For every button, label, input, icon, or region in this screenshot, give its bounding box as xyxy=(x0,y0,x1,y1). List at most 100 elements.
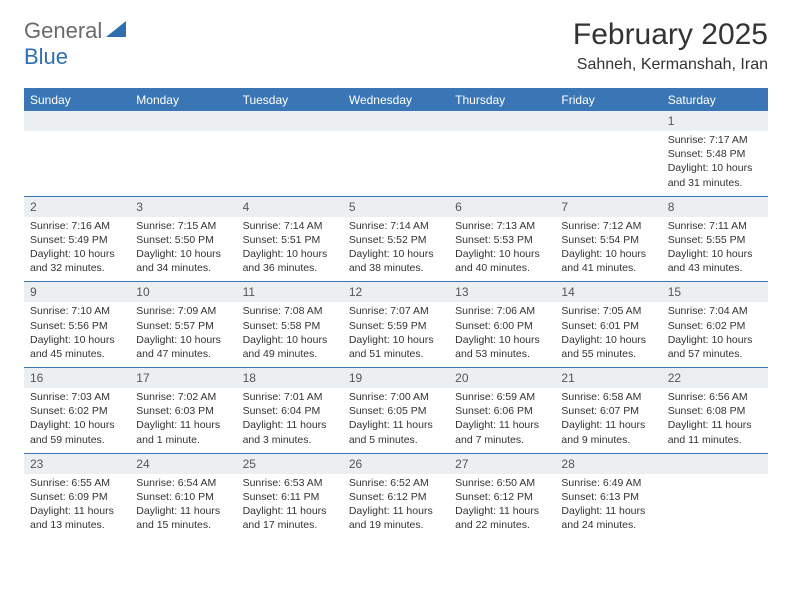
sunset-text: Sunset: 5:56 PM xyxy=(30,319,124,333)
day-cell: Sunrise: 6:59 AMSunset: 6:06 PMDaylight:… xyxy=(449,388,555,453)
day-number: 26 xyxy=(343,454,449,474)
sunrise-text: Sunrise: 7:15 AM xyxy=(136,219,230,233)
location: Sahneh, Kermanshah, Iran xyxy=(573,56,768,74)
day-number: 9 xyxy=(24,282,130,302)
sunset-text: Sunset: 5:57 PM xyxy=(136,319,230,333)
day-number: 8 xyxy=(662,197,768,217)
day-cell: Sunrise: 7:01 AMSunset: 6:04 PMDaylight:… xyxy=(237,388,343,453)
day-cell: Sunrise: 7:09 AMSunset: 5:57 PMDaylight:… xyxy=(130,302,236,367)
day-content-row: Sunrise: 7:16 AMSunset: 5:49 PMDaylight:… xyxy=(24,217,768,282)
weekday-row: Sunday Monday Tuesday Wednesday Thursday… xyxy=(24,89,768,111)
sunrise-text: Sunrise: 7:03 AM xyxy=(30,390,124,404)
sunset-text: Sunset: 6:12 PM xyxy=(455,490,549,504)
sunrise-text: Sunrise: 6:59 AM xyxy=(455,390,549,404)
sunset-text: Sunset: 6:04 PM xyxy=(243,404,337,418)
day-number: 12 xyxy=(343,282,449,302)
daylight-text: Daylight: 11 hours and 15 minutes. xyxy=(136,504,230,532)
day-number: 2 xyxy=(24,197,130,217)
day-cell: Sunrise: 7:10 AMSunset: 5:56 PMDaylight:… xyxy=(24,302,130,367)
day-number: 20 xyxy=(449,368,555,388)
sunrise-text: Sunrise: 7:06 AM xyxy=(455,304,549,318)
sunset-text: Sunset: 6:02 PM xyxy=(30,404,124,418)
sunset-text: Sunset: 5:55 PM xyxy=(668,233,762,247)
daylight-text: Daylight: 11 hours and 17 minutes. xyxy=(243,504,337,532)
sunrise-text: Sunrise: 6:54 AM xyxy=(136,476,230,490)
month-title: February 2025 xyxy=(573,18,768,52)
day-cell: Sunrise: 7:15 AMSunset: 5:50 PMDaylight:… xyxy=(130,217,236,282)
day-cell: Sunrise: 6:54 AMSunset: 6:10 PMDaylight:… xyxy=(130,474,236,539)
weekday-friday: Friday xyxy=(555,89,661,111)
day-cell: Sunrise: 6:52 AMSunset: 6:12 PMDaylight:… xyxy=(343,474,449,539)
sunset-text: Sunset: 5:51 PM xyxy=(243,233,337,247)
day-cell xyxy=(449,131,555,196)
sunrise-text: Sunrise: 7:17 AM xyxy=(668,133,762,147)
day-number-row: 2345678 xyxy=(24,196,768,217)
day-number xyxy=(24,111,130,131)
weekday-wednesday: Wednesday xyxy=(343,89,449,111)
sunset-text: Sunset: 5:50 PM xyxy=(136,233,230,247)
day-number xyxy=(343,111,449,131)
daylight-text: Daylight: 10 hours and 53 minutes. xyxy=(455,333,549,361)
day-content-row: Sunrise: 7:10 AMSunset: 5:56 PMDaylight:… xyxy=(24,302,768,367)
header: General February 2025 Sahneh, Kermanshah… xyxy=(0,0,792,82)
daylight-text: Daylight: 10 hours and 55 minutes. xyxy=(561,333,655,361)
day-cell: Sunrise: 6:56 AMSunset: 6:08 PMDaylight:… xyxy=(662,388,768,453)
daylight-text: Daylight: 11 hours and 1 minute. xyxy=(136,418,230,446)
day-number-row: 1 xyxy=(24,111,768,131)
day-cell xyxy=(24,131,130,196)
daylight-text: Daylight: 11 hours and 19 minutes. xyxy=(349,504,443,532)
logo-triangle-icon xyxy=(106,21,126,42)
sunrise-text: Sunrise: 7:08 AM xyxy=(243,304,337,318)
day-cell: Sunrise: 7:14 AMSunset: 5:51 PMDaylight:… xyxy=(237,217,343,282)
sunset-text: Sunset: 6:08 PM xyxy=(668,404,762,418)
day-number: 17 xyxy=(130,368,236,388)
sunrise-text: Sunrise: 6:52 AM xyxy=(349,476,443,490)
sunrise-text: Sunrise: 7:01 AM xyxy=(243,390,337,404)
sunset-text: Sunset: 6:05 PM xyxy=(349,404,443,418)
daylight-text: Daylight: 10 hours and 59 minutes. xyxy=(30,418,124,446)
daylight-text: Daylight: 10 hours and 49 minutes. xyxy=(243,333,337,361)
sunrise-text: Sunrise: 7:02 AM xyxy=(136,390,230,404)
sunrise-text: Sunrise: 7:07 AM xyxy=(349,304,443,318)
sunset-text: Sunset: 6:06 PM xyxy=(455,404,549,418)
day-number: 23 xyxy=(24,454,130,474)
daylight-text: Daylight: 11 hours and 5 minutes. xyxy=(349,418,443,446)
day-number: 7 xyxy=(555,197,661,217)
day-cell: Sunrise: 7:16 AMSunset: 5:49 PMDaylight:… xyxy=(24,217,130,282)
day-number xyxy=(237,111,343,131)
daylight-text: Daylight: 10 hours and 34 minutes. xyxy=(136,247,230,275)
weekday-sunday: Sunday xyxy=(24,89,130,111)
day-number-row: 16171819202122 xyxy=(24,367,768,388)
daylight-text: Daylight: 10 hours and 57 minutes. xyxy=(668,333,762,361)
daylight-text: Daylight: 10 hours and 38 minutes. xyxy=(349,247,443,275)
day-number: 10 xyxy=(130,282,236,302)
daylight-text: Daylight: 11 hours and 13 minutes. xyxy=(30,504,124,532)
day-number-row: 232425262728 xyxy=(24,453,768,474)
weekday-monday: Monday xyxy=(130,89,236,111)
calendar: Sunday Monday Tuesday Wednesday Thursday… xyxy=(24,88,768,538)
day-cell: Sunrise: 7:08 AMSunset: 5:58 PMDaylight:… xyxy=(237,302,343,367)
sunrise-text: Sunrise: 7:09 AM xyxy=(136,304,230,318)
day-cell: Sunrise: 7:04 AMSunset: 6:02 PMDaylight:… xyxy=(662,302,768,367)
weekday-tuesday: Tuesday xyxy=(237,89,343,111)
day-cell xyxy=(130,131,236,196)
sunrise-text: Sunrise: 7:14 AM xyxy=(243,219,337,233)
weekday-thursday: Thursday xyxy=(449,89,555,111)
day-cell: Sunrise: 7:07 AMSunset: 5:59 PMDaylight:… xyxy=(343,302,449,367)
weekday-saturday: Saturday xyxy=(662,89,768,111)
daylight-text: Daylight: 10 hours and 31 minutes. xyxy=(668,161,762,189)
logo-text-general: General xyxy=(24,18,102,44)
daylight-text: Daylight: 11 hours and 7 minutes. xyxy=(455,418,549,446)
day-cell: Sunrise: 7:17 AMSunset: 5:48 PMDaylight:… xyxy=(662,131,768,196)
logo: General xyxy=(24,18,128,44)
sunset-text: Sunset: 5:53 PM xyxy=(455,233,549,247)
day-number: 15 xyxy=(662,282,768,302)
day-number: 22 xyxy=(662,368,768,388)
day-number: 24 xyxy=(130,454,236,474)
day-content-row: Sunrise: 7:17 AMSunset: 5:48 PMDaylight:… xyxy=(24,131,768,196)
day-cell: Sunrise: 6:53 AMSunset: 6:11 PMDaylight:… xyxy=(237,474,343,539)
sunrise-text: Sunrise: 6:53 AM xyxy=(243,476,337,490)
day-number: 21 xyxy=(555,368,661,388)
daylight-text: Daylight: 11 hours and 9 minutes. xyxy=(561,418,655,446)
sunset-text: Sunset: 6:07 PM xyxy=(561,404,655,418)
